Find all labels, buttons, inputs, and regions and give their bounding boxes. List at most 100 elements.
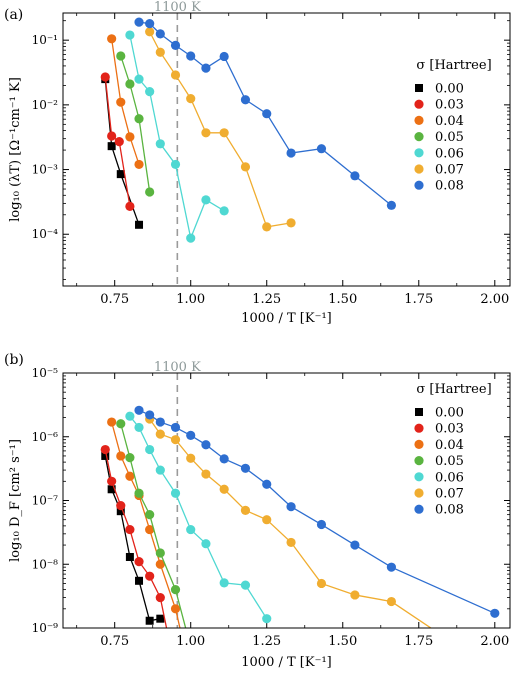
data-point xyxy=(219,578,229,588)
data-point xyxy=(201,195,211,205)
data-point xyxy=(107,34,117,44)
data-point xyxy=(155,429,165,439)
legend-marker xyxy=(414,132,424,142)
x-tick-label: 1.50 xyxy=(328,292,357,307)
series-line xyxy=(111,38,140,165)
legend-label: 0.03 xyxy=(435,422,464,437)
y-axis-title: log₁₀ (λT) [Ω⁻¹cm⁻¹ K] xyxy=(8,77,23,222)
x-tick-label: 1.75 xyxy=(404,292,433,307)
legend-marker xyxy=(414,180,424,190)
data-point xyxy=(100,444,110,455)
data-point xyxy=(134,405,144,415)
legend-label: 0.04 xyxy=(435,438,464,453)
reference-line-label: 1100 K xyxy=(154,0,201,15)
legend-label: 0.06 xyxy=(435,470,464,485)
data-point xyxy=(125,471,135,481)
data-point xyxy=(170,70,181,80)
legend-label: 0.05 xyxy=(435,130,464,145)
data-point xyxy=(125,524,135,535)
data-point xyxy=(170,585,181,595)
data-point xyxy=(240,580,251,590)
legend-marker xyxy=(414,99,424,109)
data-point xyxy=(145,19,155,29)
data-point xyxy=(219,206,229,216)
data-point xyxy=(116,451,126,461)
data-point xyxy=(262,614,272,624)
data-point xyxy=(145,27,155,37)
chart-panel-a: (a) 0.75 1.00 1.25 1.50 1.75 2.00 10⁻⁴ 10⁻³ 10⁻² 1… xyxy=(4,0,511,326)
data-point xyxy=(125,453,135,463)
data-point xyxy=(386,562,397,572)
data-point xyxy=(125,79,135,89)
x-tick-label: 0.75 xyxy=(100,292,129,307)
series-0.03 xyxy=(100,72,135,211)
data-point xyxy=(435,630,444,639)
data-point xyxy=(145,187,155,197)
data-point xyxy=(186,233,196,243)
y-tick-label: 10⁻² xyxy=(32,98,59,112)
legend-label: 0.03 xyxy=(435,98,464,113)
series-line xyxy=(149,31,292,228)
data-point xyxy=(116,97,126,107)
y-tick-label: 10⁻⁵ xyxy=(32,366,59,380)
legend-marker xyxy=(414,456,424,466)
data-point xyxy=(316,144,327,154)
data-point xyxy=(386,200,397,210)
data-point xyxy=(165,638,174,647)
data-point xyxy=(186,93,196,104)
data-point xyxy=(145,444,155,455)
plot-frame xyxy=(62,12,511,287)
data-point xyxy=(116,51,126,61)
data-point xyxy=(155,139,165,149)
legend-marker xyxy=(414,504,424,514)
data-point xyxy=(155,465,165,475)
data-point xyxy=(155,592,165,603)
series-0.08 xyxy=(134,17,397,210)
data-point xyxy=(125,552,134,561)
panel-label: (b) xyxy=(4,352,24,368)
data-point xyxy=(107,131,117,141)
data-point xyxy=(316,519,327,530)
legend-label: 0.08 xyxy=(435,179,464,194)
data-point xyxy=(286,537,296,548)
data-point xyxy=(145,616,154,625)
y-axis-title: log₁₀ D_F [cm² s⁻¹] xyxy=(8,439,23,562)
data-point xyxy=(135,576,144,585)
legend-label: 0.05 xyxy=(435,454,464,469)
y-tick-label: 10⁻⁸ xyxy=(32,557,59,571)
x-tick-label: 1.75 xyxy=(404,634,433,649)
data-point xyxy=(134,17,144,27)
y-tick-label: 10⁻³ xyxy=(32,163,59,177)
series-0.04 xyxy=(107,34,144,170)
data-point xyxy=(107,476,117,486)
data-point xyxy=(186,51,196,61)
chart-panel-b: (b) 0.75 1.00 1.25 1.50 1.75 2.00 10⁻⁹ 10⁻⁸ 10⁻⁷ 1… xyxy=(4,352,511,670)
y-tick-label: 10⁻⁶ xyxy=(32,430,59,444)
data-point xyxy=(183,657,192,666)
x-tick-label: 1.50 xyxy=(328,634,357,649)
data-point xyxy=(219,484,229,494)
x-axis-title: 1000 / T [K⁻¹] xyxy=(241,311,331,326)
y-tick-label: 10⁻¹ xyxy=(32,33,58,47)
data-point xyxy=(107,417,117,427)
legend-label: 0.07 xyxy=(435,163,464,178)
data-point xyxy=(155,559,165,569)
data-point xyxy=(262,479,272,489)
data-point xyxy=(101,451,110,460)
legend-marker xyxy=(414,164,424,174)
data-point xyxy=(262,109,272,119)
data-point xyxy=(155,47,165,57)
x-tick-label: 2.00 xyxy=(480,292,509,307)
data-point xyxy=(100,72,110,82)
data-point xyxy=(219,51,229,62)
data-point xyxy=(240,162,251,172)
data-point xyxy=(350,171,360,181)
panel-label: (a) xyxy=(4,7,23,23)
legend-label: 0.07 xyxy=(435,487,464,502)
data-point xyxy=(201,128,211,138)
data-point xyxy=(135,220,144,229)
plot-frame xyxy=(62,372,511,629)
legend-title: σ [Hartree] xyxy=(416,382,491,397)
legend-marker xyxy=(414,115,424,125)
legend-marker xyxy=(414,488,424,498)
